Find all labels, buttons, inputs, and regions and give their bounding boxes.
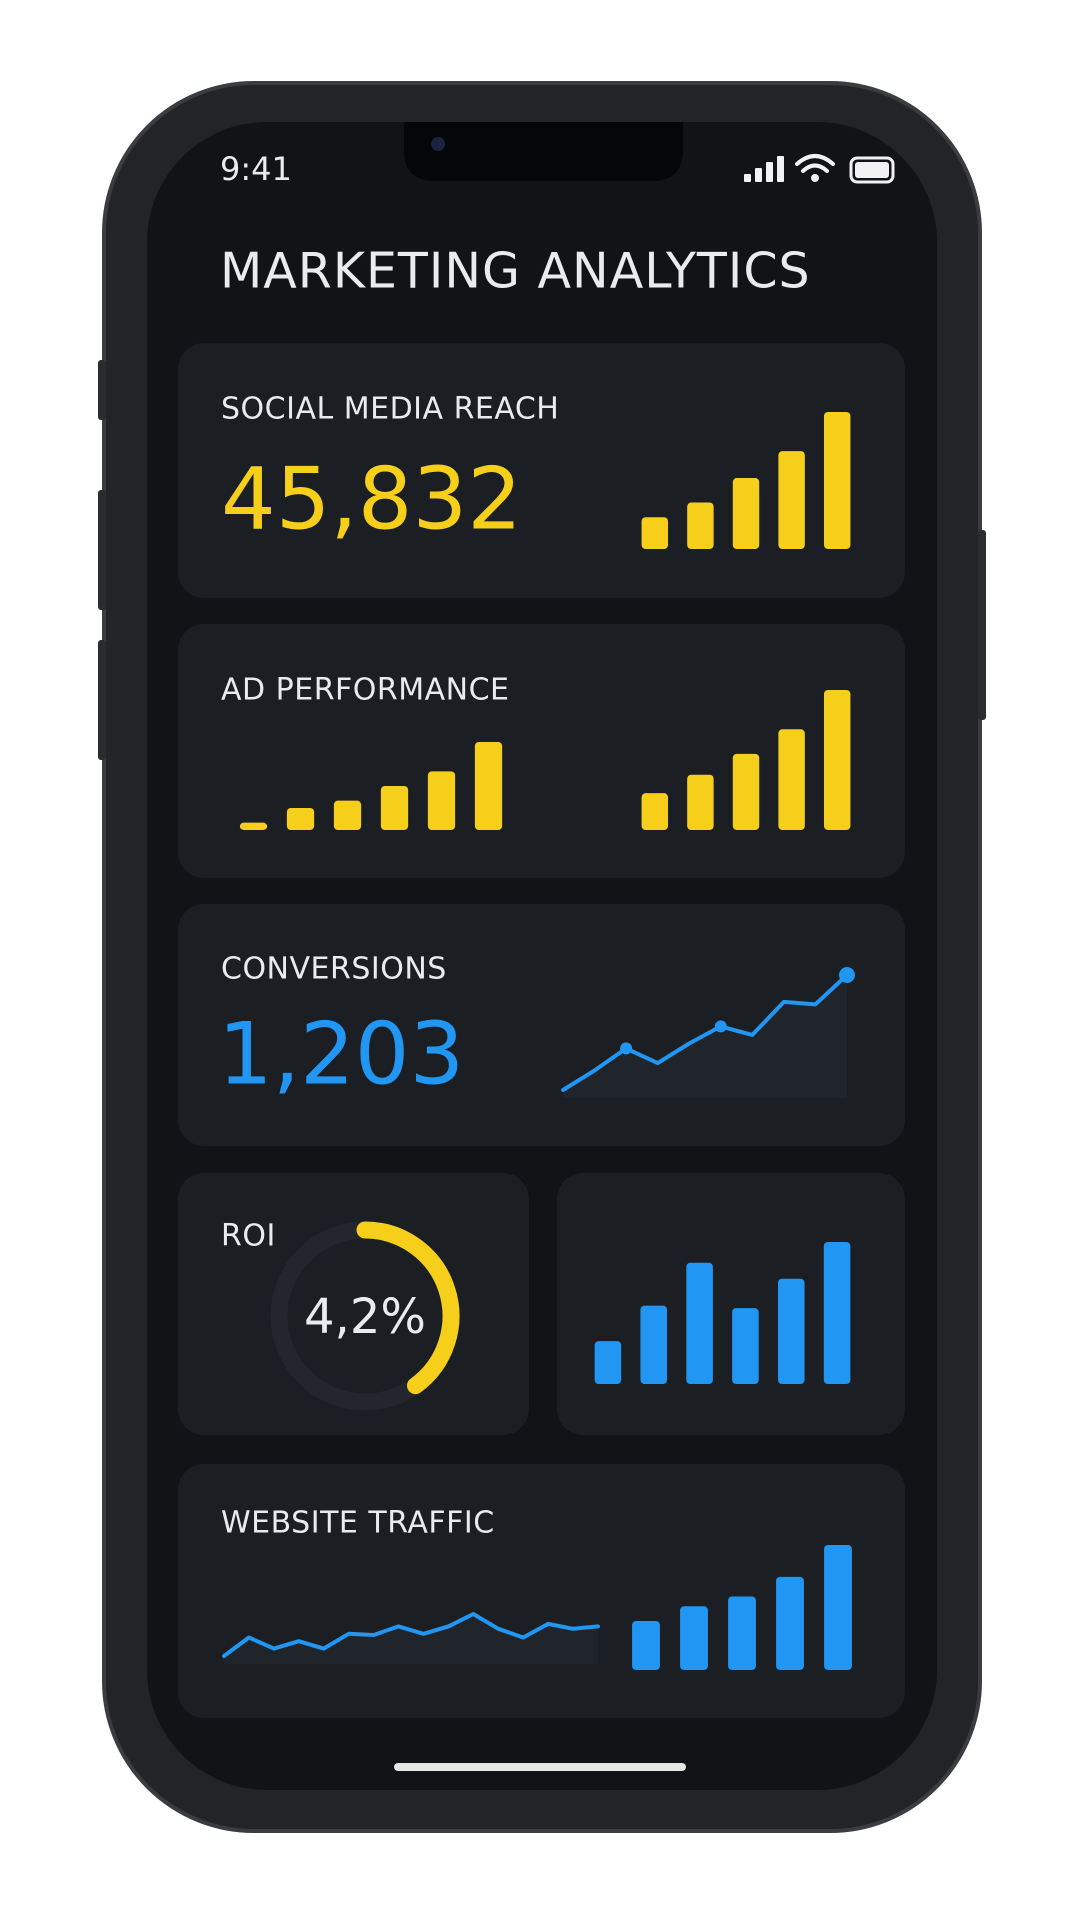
bar (823, 1242, 851, 1384)
card-label: WEBSITE TRAFFIC (221, 1506, 495, 1541)
line-area (224, 1614, 598, 1664)
bar (286, 808, 315, 830)
bar (732, 753, 760, 830)
bar (732, 1308, 759, 1384)
bar (427, 771, 456, 830)
camera (431, 137, 445, 151)
bar (641, 793, 669, 830)
card-label: SOCIAL MEDIA REACH (221, 392, 559, 427)
bar (632, 1620, 660, 1670)
bar (776, 1576, 804, 1670)
bar (687, 774, 714, 830)
bar (686, 1262, 713, 1384)
bar (594, 1341, 622, 1384)
line-point (714, 1020, 727, 1033)
side-button (98, 640, 106, 760)
bar (680, 1606, 708, 1670)
wifi-icon (795, 154, 835, 173)
bar (641, 517, 669, 549)
bar (728, 1596, 756, 1670)
card-label: ROI (221, 1219, 276, 1254)
card-value: 45,832 (221, 449, 522, 549)
card (178, 343, 905, 598)
bar (823, 412, 851, 549)
battery-level (855, 162, 889, 178)
signal-bar (755, 168, 762, 182)
notch (404, 122, 683, 181)
line-point (839, 967, 855, 983)
card-label: CONVERSIONS (221, 952, 447, 987)
gauge-arc (356, 1221, 460, 1395)
signal-bar (744, 174, 751, 182)
status-icons (744, 154, 895, 184)
side-button (978, 530, 986, 720)
side-button (98, 360, 106, 420)
signal-bar (777, 156, 784, 182)
bar (824, 1545, 852, 1670)
bar (732, 478, 760, 549)
bar (474, 742, 503, 830)
bar (239, 822, 268, 830)
wifi-dot (811, 174, 819, 182)
battery (849, 156, 895, 184)
card-value: 1,203 (218, 1004, 464, 1104)
line-point (620, 1042, 633, 1055)
signal-bar (766, 162, 773, 182)
bar (687, 502, 714, 549)
bar (777, 1278, 805, 1384)
bar (380, 786, 409, 830)
status-time: 9:41 (220, 150, 292, 188)
bar (640, 1305, 668, 1384)
bar (333, 800, 362, 830)
bar (778, 451, 805, 549)
bar (778, 729, 805, 830)
bar (823, 690, 851, 830)
card (557, 1173, 905, 1435)
home-indicator (394, 1763, 686, 1771)
card-label: AD PERFORMANCE (221, 673, 510, 708)
gauge-value: 4,2% (304, 1289, 426, 1345)
app-title: MARKETING ANALYTICS (220, 243, 811, 300)
side-button (98, 490, 106, 610)
line (222, 1612, 600, 1658)
line (561, 973, 849, 1092)
